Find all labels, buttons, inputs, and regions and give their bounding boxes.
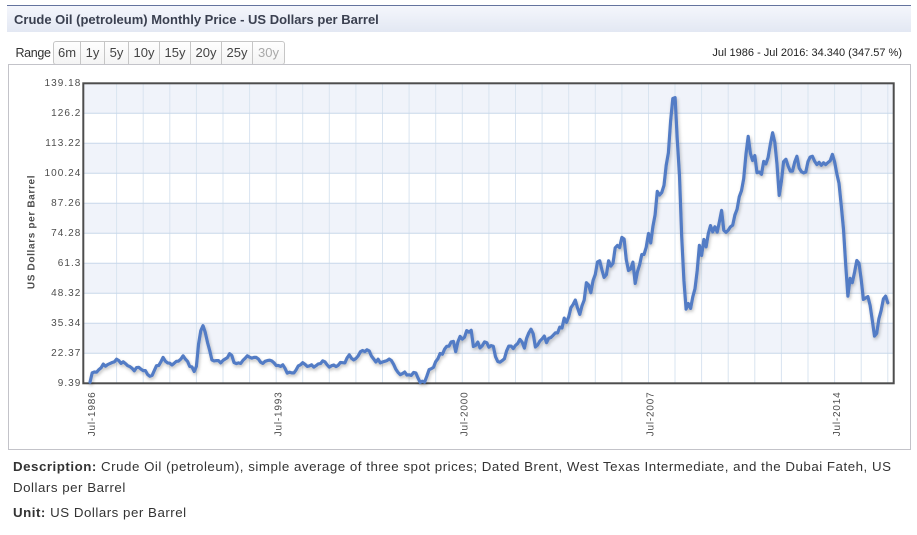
svg-text:22.37: 22.37 bbox=[51, 348, 81, 359]
svg-text:9.39: 9.39 bbox=[58, 378, 82, 389]
svg-text:126.2: 126.2 bbox=[51, 108, 81, 119]
svg-text:Jul-2007: Jul-2007 bbox=[646, 392, 657, 437]
svg-text:61.3: 61.3 bbox=[58, 258, 82, 269]
svg-text:Jul-2014: Jul-2014 bbox=[832, 392, 843, 437]
svg-text:139.18: 139.18 bbox=[45, 78, 82, 89]
svg-text:US Dollars per Barrel: US Dollars per Barrel bbox=[27, 175, 38, 289]
svg-text:87.26: 87.26 bbox=[51, 198, 81, 209]
svg-text:Jul-1986: Jul-1986 bbox=[87, 392, 98, 437]
svg-text:Jul-1993: Jul-1993 bbox=[273, 392, 284, 437]
svg-text:100.24: 100.24 bbox=[45, 168, 82, 179]
svg-text:35.34: 35.34 bbox=[51, 318, 81, 329]
svg-text:74.28: 74.28 bbox=[51, 228, 81, 239]
svg-text:Jul-2000: Jul-2000 bbox=[459, 392, 470, 437]
svg-text:48.32: 48.32 bbox=[51, 288, 81, 299]
svg-text:113.22: 113.22 bbox=[45, 138, 81, 149]
